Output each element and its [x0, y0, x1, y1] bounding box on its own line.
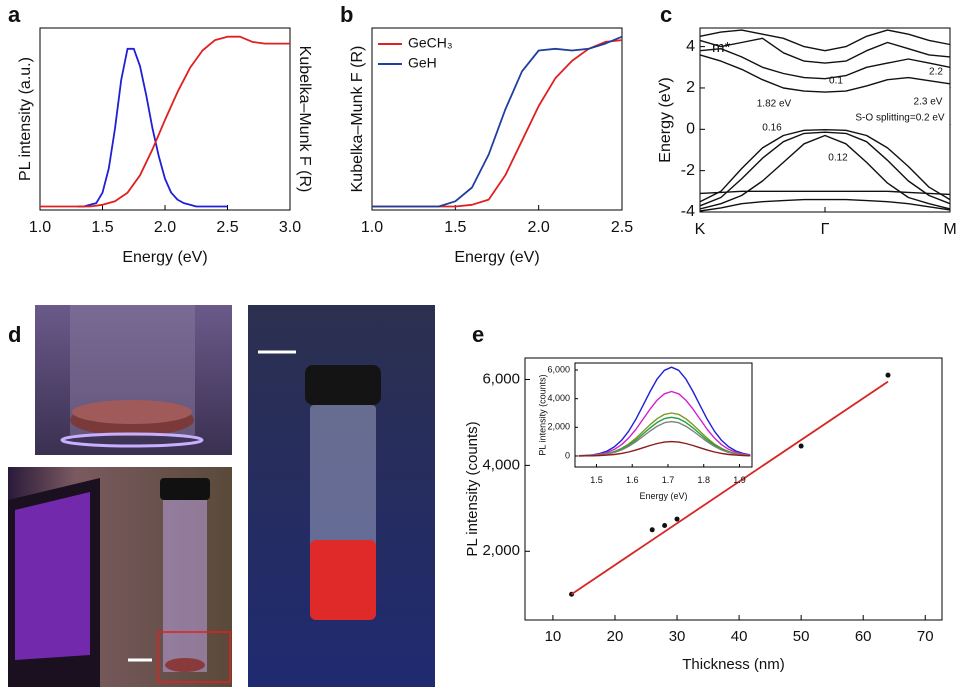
x-tick-label: 40	[731, 628, 748, 645]
y-axis-title: Kubelka–Munk F (R)	[349, 46, 366, 193]
data-line	[77, 47, 228, 208]
annotation: S-O splitting=0.2 eV	[855, 113, 945, 124]
y-tick-label: 0	[686, 121, 695, 138]
y-tick-label: 2,000	[482, 542, 520, 559]
legend-label: GeH	[408, 55, 437, 71]
y-tick-label: 0	[565, 450, 570, 460]
annotation: 0.16	[762, 123, 782, 134]
data-line	[699, 134, 951, 210]
y-tick-label: -2	[681, 162, 695, 179]
panel-label: d	[8, 322, 21, 347]
x-tick-label: 10	[545, 628, 562, 645]
data-line	[578, 390, 751, 457]
y-axis-title: PL intensity (counts)	[537, 374, 547, 455]
x-tick-label: 20	[607, 628, 624, 645]
x-tick-label: 1.0	[29, 219, 51, 236]
x-tick-label: 2.5	[611, 219, 633, 236]
annotation: 2.2	[929, 67, 943, 78]
data-line	[699, 131, 951, 207]
data-point	[674, 516, 680, 522]
x-tick-label: 2.5	[216, 219, 238, 236]
annotation: 2.3 eV	[914, 97, 943, 108]
x-tick-label: 1.6	[626, 475, 639, 485]
y-axis-title: PL intensity (counts)	[464, 421, 481, 556]
x-tick-label: 2.0	[154, 219, 176, 236]
data-line	[699, 29, 951, 52]
x-tick-label: 50	[793, 628, 810, 645]
x-tick-label: M	[943, 221, 956, 238]
panel-label: e	[472, 322, 484, 347]
data-line	[699, 198, 951, 212]
x-tick-label: 3.0	[279, 219, 301, 236]
x-tick-label: 1.9	[733, 475, 746, 485]
x-tick-label: 1.5	[444, 219, 466, 236]
panel-label: b	[340, 2, 353, 27]
x-tick-label: 60	[855, 628, 872, 645]
data-point	[662, 523, 668, 529]
x-axis-title: Energy (eV)	[454, 249, 539, 266]
y-tick-label: 4	[686, 38, 695, 55]
x-tick-label: 1.0	[361, 219, 383, 236]
y-tick-label: 4,000	[547, 393, 570, 403]
y-tick-label: 6,000	[547, 364, 570, 374]
y-tick-label: -4	[681, 203, 695, 220]
x-tick-label: 1.5	[91, 219, 113, 236]
y-tick-label: 4,000	[482, 456, 520, 473]
x-tick-label: 2.0	[528, 219, 550, 236]
annotation: m*	[712, 39, 730, 56]
data-line	[570, 380, 889, 595]
panel-label: c	[660, 2, 672, 27]
data-point	[798, 443, 804, 449]
x-tick-label: 1.5	[590, 475, 603, 485]
y-axis-title: Energy (eV)	[657, 77, 674, 162]
y-tick-label: 6,000	[482, 370, 520, 387]
annotation: 1.82 eV	[757, 99, 792, 110]
data-line	[578, 366, 751, 457]
x-tick-label: 70	[917, 628, 934, 645]
x-tick-label: K	[695, 221, 706, 238]
x-tick-label: 1.7	[662, 475, 675, 485]
x-tick-label: Γ	[821, 221, 830, 238]
x-axis-title: Energy (eV)	[122, 249, 207, 266]
data-line	[578, 440, 751, 457]
annotation: 0.1	[829, 76, 843, 87]
data-line	[699, 48, 951, 80]
x-axis-title: Energy (eV)	[639, 491, 687, 501]
data-line	[699, 37, 951, 64]
plot-frame	[371, 27, 623, 211]
legend-label: GeCH₃	[408, 35, 453, 51]
data-line	[699, 190, 951, 196]
y-axis-title: PL intensity (a.u.)	[17, 57, 34, 181]
x-tick-label: 30	[669, 628, 686, 645]
y-tick-label: 2	[686, 79, 695, 96]
data-line	[372, 35, 623, 208]
y2-axis-title: Kubelka–Munk F (R)	[296, 46, 313, 193]
panel-label: a	[8, 2, 21, 27]
photos	[8, 305, 435, 687]
data-line	[699, 54, 951, 93]
data-line	[40, 35, 290, 208]
data-line	[578, 420, 751, 457]
annotation: 0.12	[828, 153, 848, 164]
y-tick-label: 2,000	[547, 422, 570, 432]
x-axis-title: Thickness (nm)	[682, 656, 785, 673]
x-tick-label: 1.8	[697, 475, 710, 485]
data-point	[885, 372, 891, 378]
data-point	[649, 527, 655, 533]
data-line	[699, 129, 951, 203]
